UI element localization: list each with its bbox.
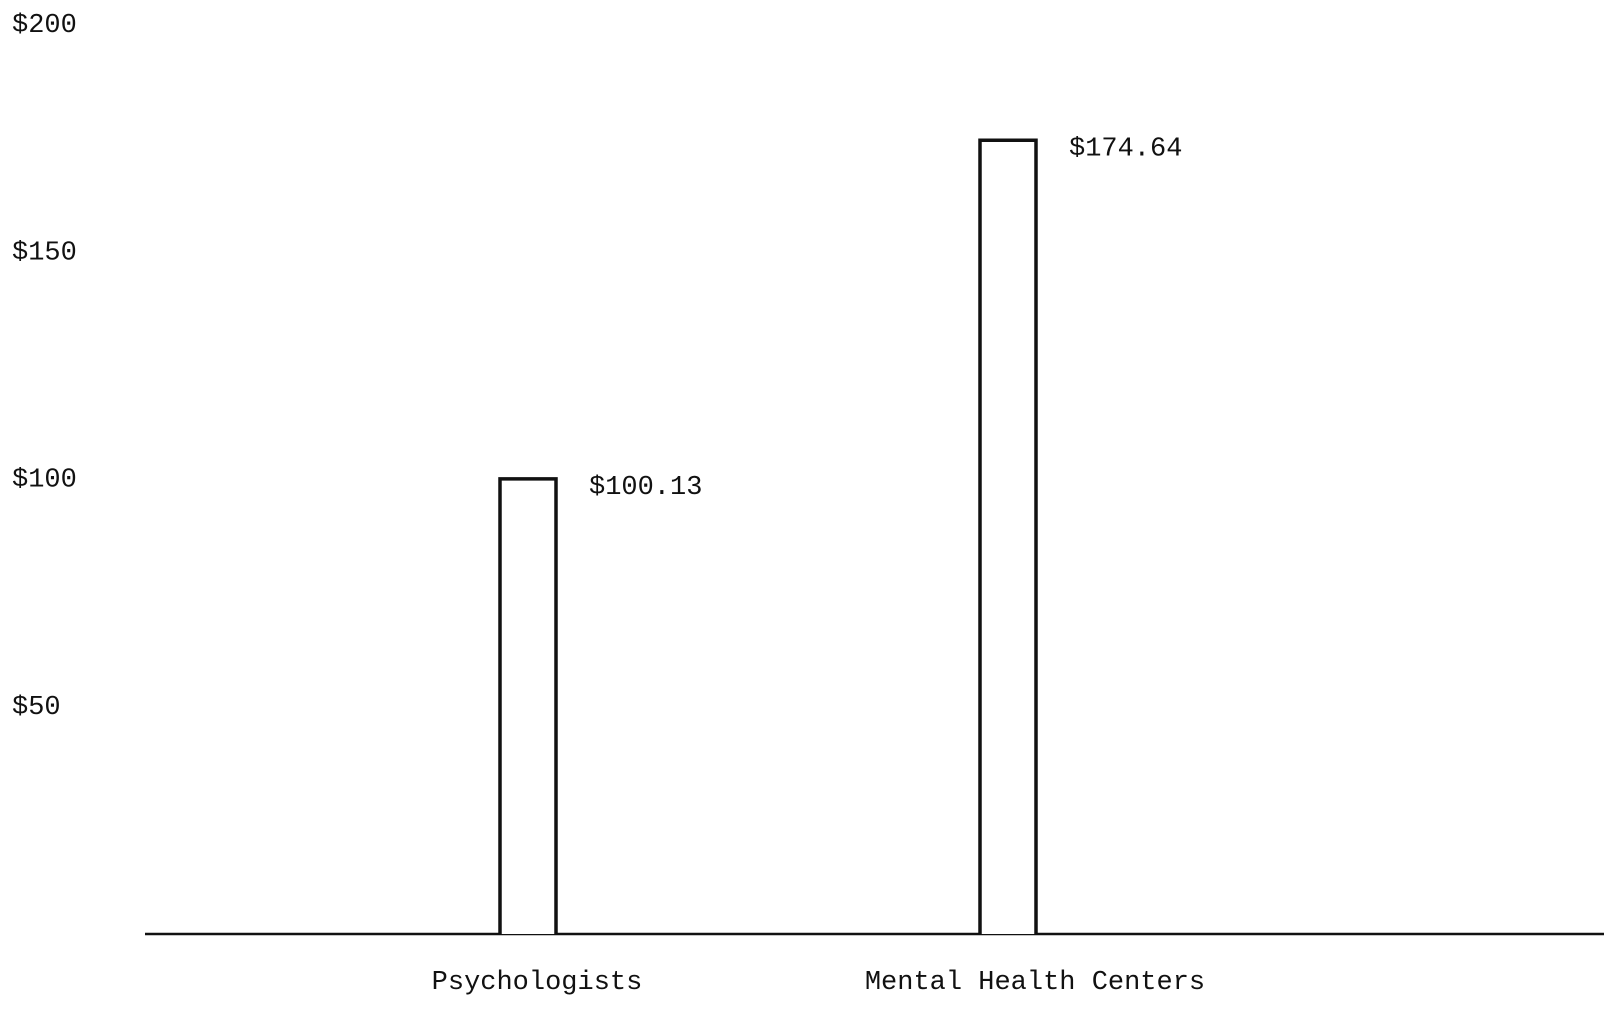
x-tick-label: Mental Health Centers [865,968,1205,998]
x-tick-label: Psychologists [432,968,643,998]
bar [498,477,558,934]
y-tick-label: $50 [12,693,61,723]
y-tick-label: $200 [12,11,77,41]
value-label: $100.13 [589,473,702,503]
value-label: $174.64 [1069,134,1182,164]
bar [978,138,1038,934]
y-tick-label: $100 [12,466,77,496]
y-tick-label: $150 [12,238,77,268]
